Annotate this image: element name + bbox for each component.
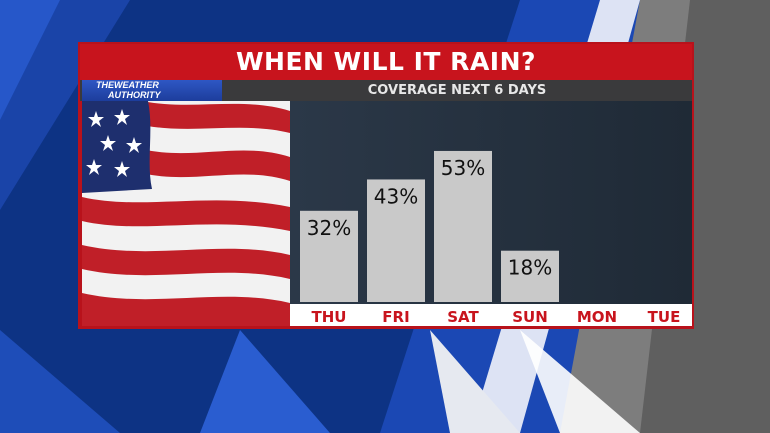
day-label-sat: SAT bbox=[447, 308, 479, 326]
bar-sat bbox=[434, 150, 492, 302]
value-label-sat: 53% bbox=[441, 156, 485, 180]
day-label-strip bbox=[290, 304, 692, 326]
logo-line-1: THEWEATHER bbox=[96, 80, 159, 90]
day-label-mon: MON bbox=[577, 308, 617, 326]
american-flag-image bbox=[82, 101, 290, 326]
bar-thu bbox=[300, 210, 358, 302]
day-label-tue: TUE bbox=[648, 308, 681, 326]
day-label-fri: FRI bbox=[382, 308, 409, 326]
bar-sun bbox=[501, 250, 559, 302]
day-label-sun: SUN bbox=[512, 308, 548, 326]
value-label-thu: 32% bbox=[307, 216, 351, 240]
value-label-fri: 43% bbox=[374, 184, 418, 208]
chart-subtitle: COVERAGE NEXT 6 DAYS bbox=[367, 83, 547, 98]
weather-authority-logo: THEWEATHER AUTHORITY bbox=[82, 80, 222, 101]
subtitle-bar bbox=[80, 80, 692, 101]
rain-coverage-bar-chart: 32% THU 43% FRI 53% SAT 18% SUN MON TUE bbox=[300, 150, 681, 326]
chart-title: WHEN WILL IT RAIN? bbox=[80, 44, 692, 80]
bar-fri bbox=[367, 179, 425, 302]
logo-line-2: AUTHORITY bbox=[108, 89, 161, 100]
value-label-sun: 18% bbox=[508, 256, 552, 280]
day-label-thu: THU bbox=[312, 308, 347, 326]
